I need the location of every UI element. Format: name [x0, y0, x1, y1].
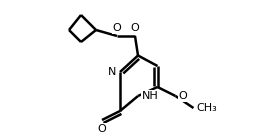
Text: NH: NH [142, 91, 158, 101]
Text: N: N [108, 67, 116, 77]
Text: O: O [98, 124, 106, 134]
Text: O: O [113, 23, 121, 33]
Text: O: O [178, 91, 187, 101]
Text: O: O [131, 23, 139, 33]
Text: CH₃: CH₃ [196, 103, 217, 113]
